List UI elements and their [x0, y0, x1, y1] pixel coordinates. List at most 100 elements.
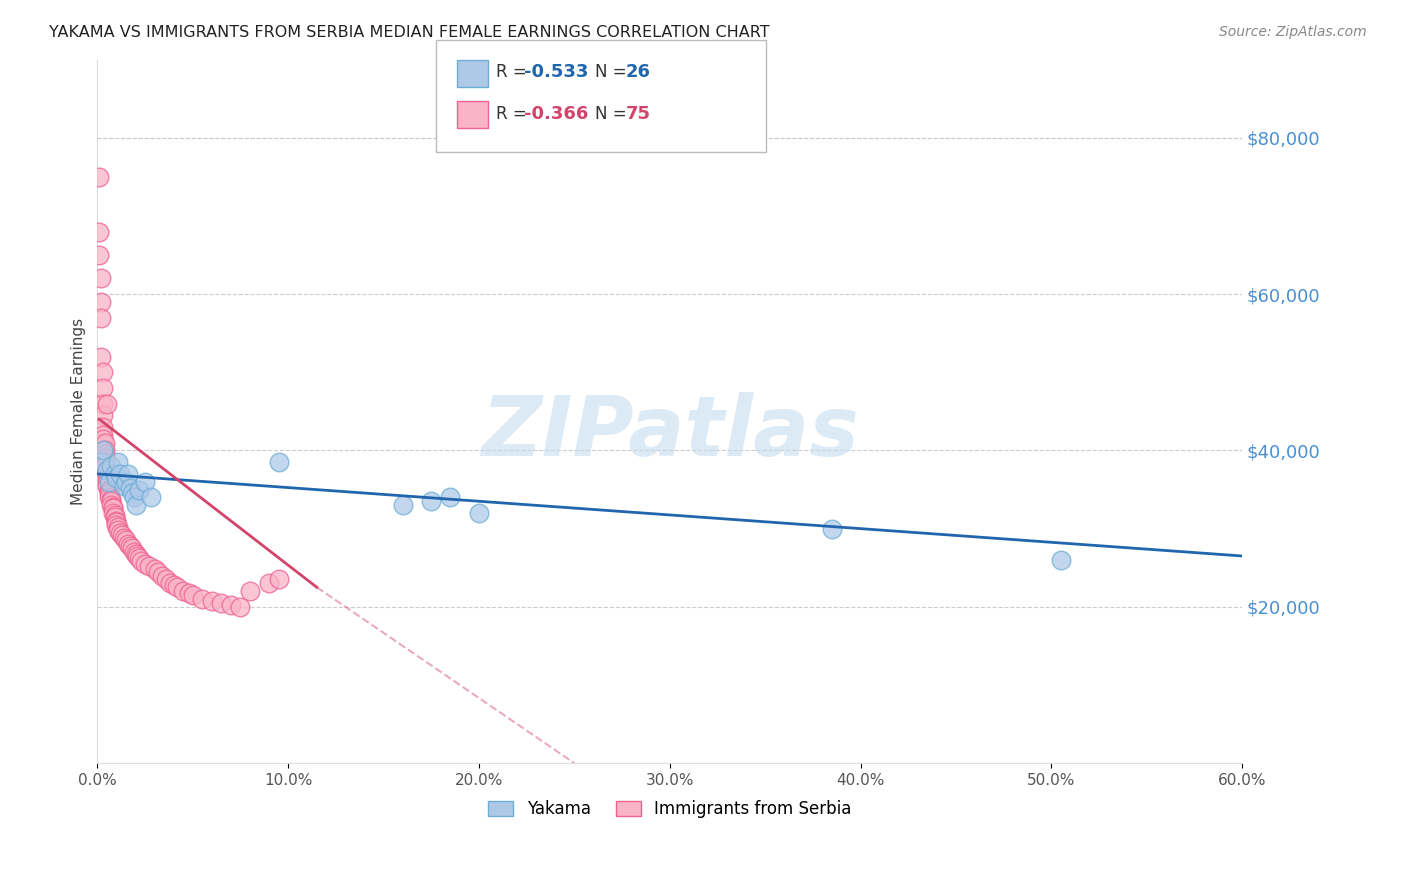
Point — [100, 459, 122, 474]
Point — [148, 565, 170, 579]
Text: -0.533: -0.533 — [524, 63, 589, 81]
Point — [112, 478, 135, 492]
Point — [150, 568, 173, 582]
Point — [110, 467, 132, 481]
Point — [124, 498, 146, 512]
Point — [94, 451, 117, 466]
Point — [117, 467, 139, 481]
Point — [134, 475, 156, 489]
Point — [138, 559, 160, 574]
Point — [97, 475, 120, 489]
Point — [181, 588, 204, 602]
Text: ZIPatlas: ZIPatlas — [481, 392, 859, 473]
Point — [91, 365, 114, 379]
Point — [468, 506, 491, 520]
Point — [94, 459, 117, 474]
Point — [96, 396, 118, 410]
Point — [105, 517, 128, 532]
Point — [101, 500, 124, 514]
Text: -0.366: -0.366 — [524, 105, 589, 123]
Point — [103, 509, 125, 524]
Legend: Yakama, Immigrants from Serbia: Yakama, Immigrants from Serbia — [481, 794, 858, 825]
Point — [112, 531, 135, 545]
Point — [107, 523, 129, 537]
Point — [91, 432, 114, 446]
Point — [1050, 553, 1073, 567]
Point — [219, 599, 242, 613]
Point — [257, 576, 280, 591]
Point — [121, 541, 143, 556]
Point — [97, 491, 120, 505]
Point — [90, 455, 112, 469]
Point — [105, 516, 128, 530]
Point — [90, 310, 112, 325]
Point — [129, 554, 152, 568]
Point — [96, 467, 118, 481]
Text: Source: ZipAtlas.com: Source: ZipAtlas.com — [1219, 25, 1367, 39]
Point — [124, 547, 146, 561]
Point — [97, 483, 120, 497]
Point — [128, 483, 150, 497]
Point — [100, 494, 122, 508]
Point — [107, 520, 129, 534]
Point — [105, 471, 128, 485]
Point — [118, 481, 141, 495]
Text: 75: 75 — [626, 105, 651, 123]
Point — [239, 584, 262, 599]
Point — [122, 491, 145, 505]
Point — [139, 491, 162, 505]
Point — [439, 491, 461, 505]
Point — [101, 501, 124, 516]
Point — [267, 573, 290, 587]
Point — [97, 485, 120, 500]
Point — [94, 447, 117, 461]
Point — [89, 169, 111, 184]
Text: YAKAMA VS IMMIGRANTS FROM SERBIA MEDIAN FEMALE EARNINGS CORRELATION CHART: YAKAMA VS IMMIGRANTS FROM SERBIA MEDIAN … — [49, 25, 770, 40]
Point — [90, 294, 112, 309]
Point — [122, 545, 145, 559]
Point — [96, 478, 118, 492]
Point — [201, 593, 224, 607]
Point — [100, 491, 122, 506]
Point — [128, 551, 150, 566]
Text: R =: R = — [496, 63, 533, 81]
Point — [267, 455, 290, 469]
Point — [105, 514, 128, 528]
Point — [90, 350, 112, 364]
Point — [821, 522, 844, 536]
Point — [107, 455, 129, 469]
Point — [391, 498, 413, 512]
Text: 26: 26 — [626, 63, 651, 81]
Point — [91, 427, 114, 442]
Point — [96, 471, 118, 485]
Point — [103, 508, 125, 522]
Point — [115, 533, 138, 548]
Point — [89, 225, 111, 239]
Point — [118, 539, 141, 553]
Point — [96, 463, 118, 477]
Point — [159, 576, 181, 591]
Point — [91, 396, 114, 410]
Point — [97, 484, 120, 499]
Point — [172, 584, 194, 599]
Point — [90, 271, 112, 285]
Point — [143, 562, 166, 576]
Point — [134, 557, 156, 571]
Point — [166, 580, 188, 594]
Point — [420, 494, 443, 508]
Point — [91, 443, 114, 458]
Point — [96, 463, 118, 477]
Point — [96, 475, 118, 489]
Point — [121, 486, 143, 500]
Point — [111, 528, 134, 542]
Point — [177, 585, 200, 599]
Point — [229, 599, 252, 614]
Point — [94, 455, 117, 469]
Point — [100, 498, 122, 512]
Point — [163, 578, 186, 592]
Point — [191, 591, 214, 606]
Point — [209, 596, 232, 610]
Point — [94, 435, 117, 450]
Point — [91, 409, 114, 423]
Point — [94, 443, 117, 458]
